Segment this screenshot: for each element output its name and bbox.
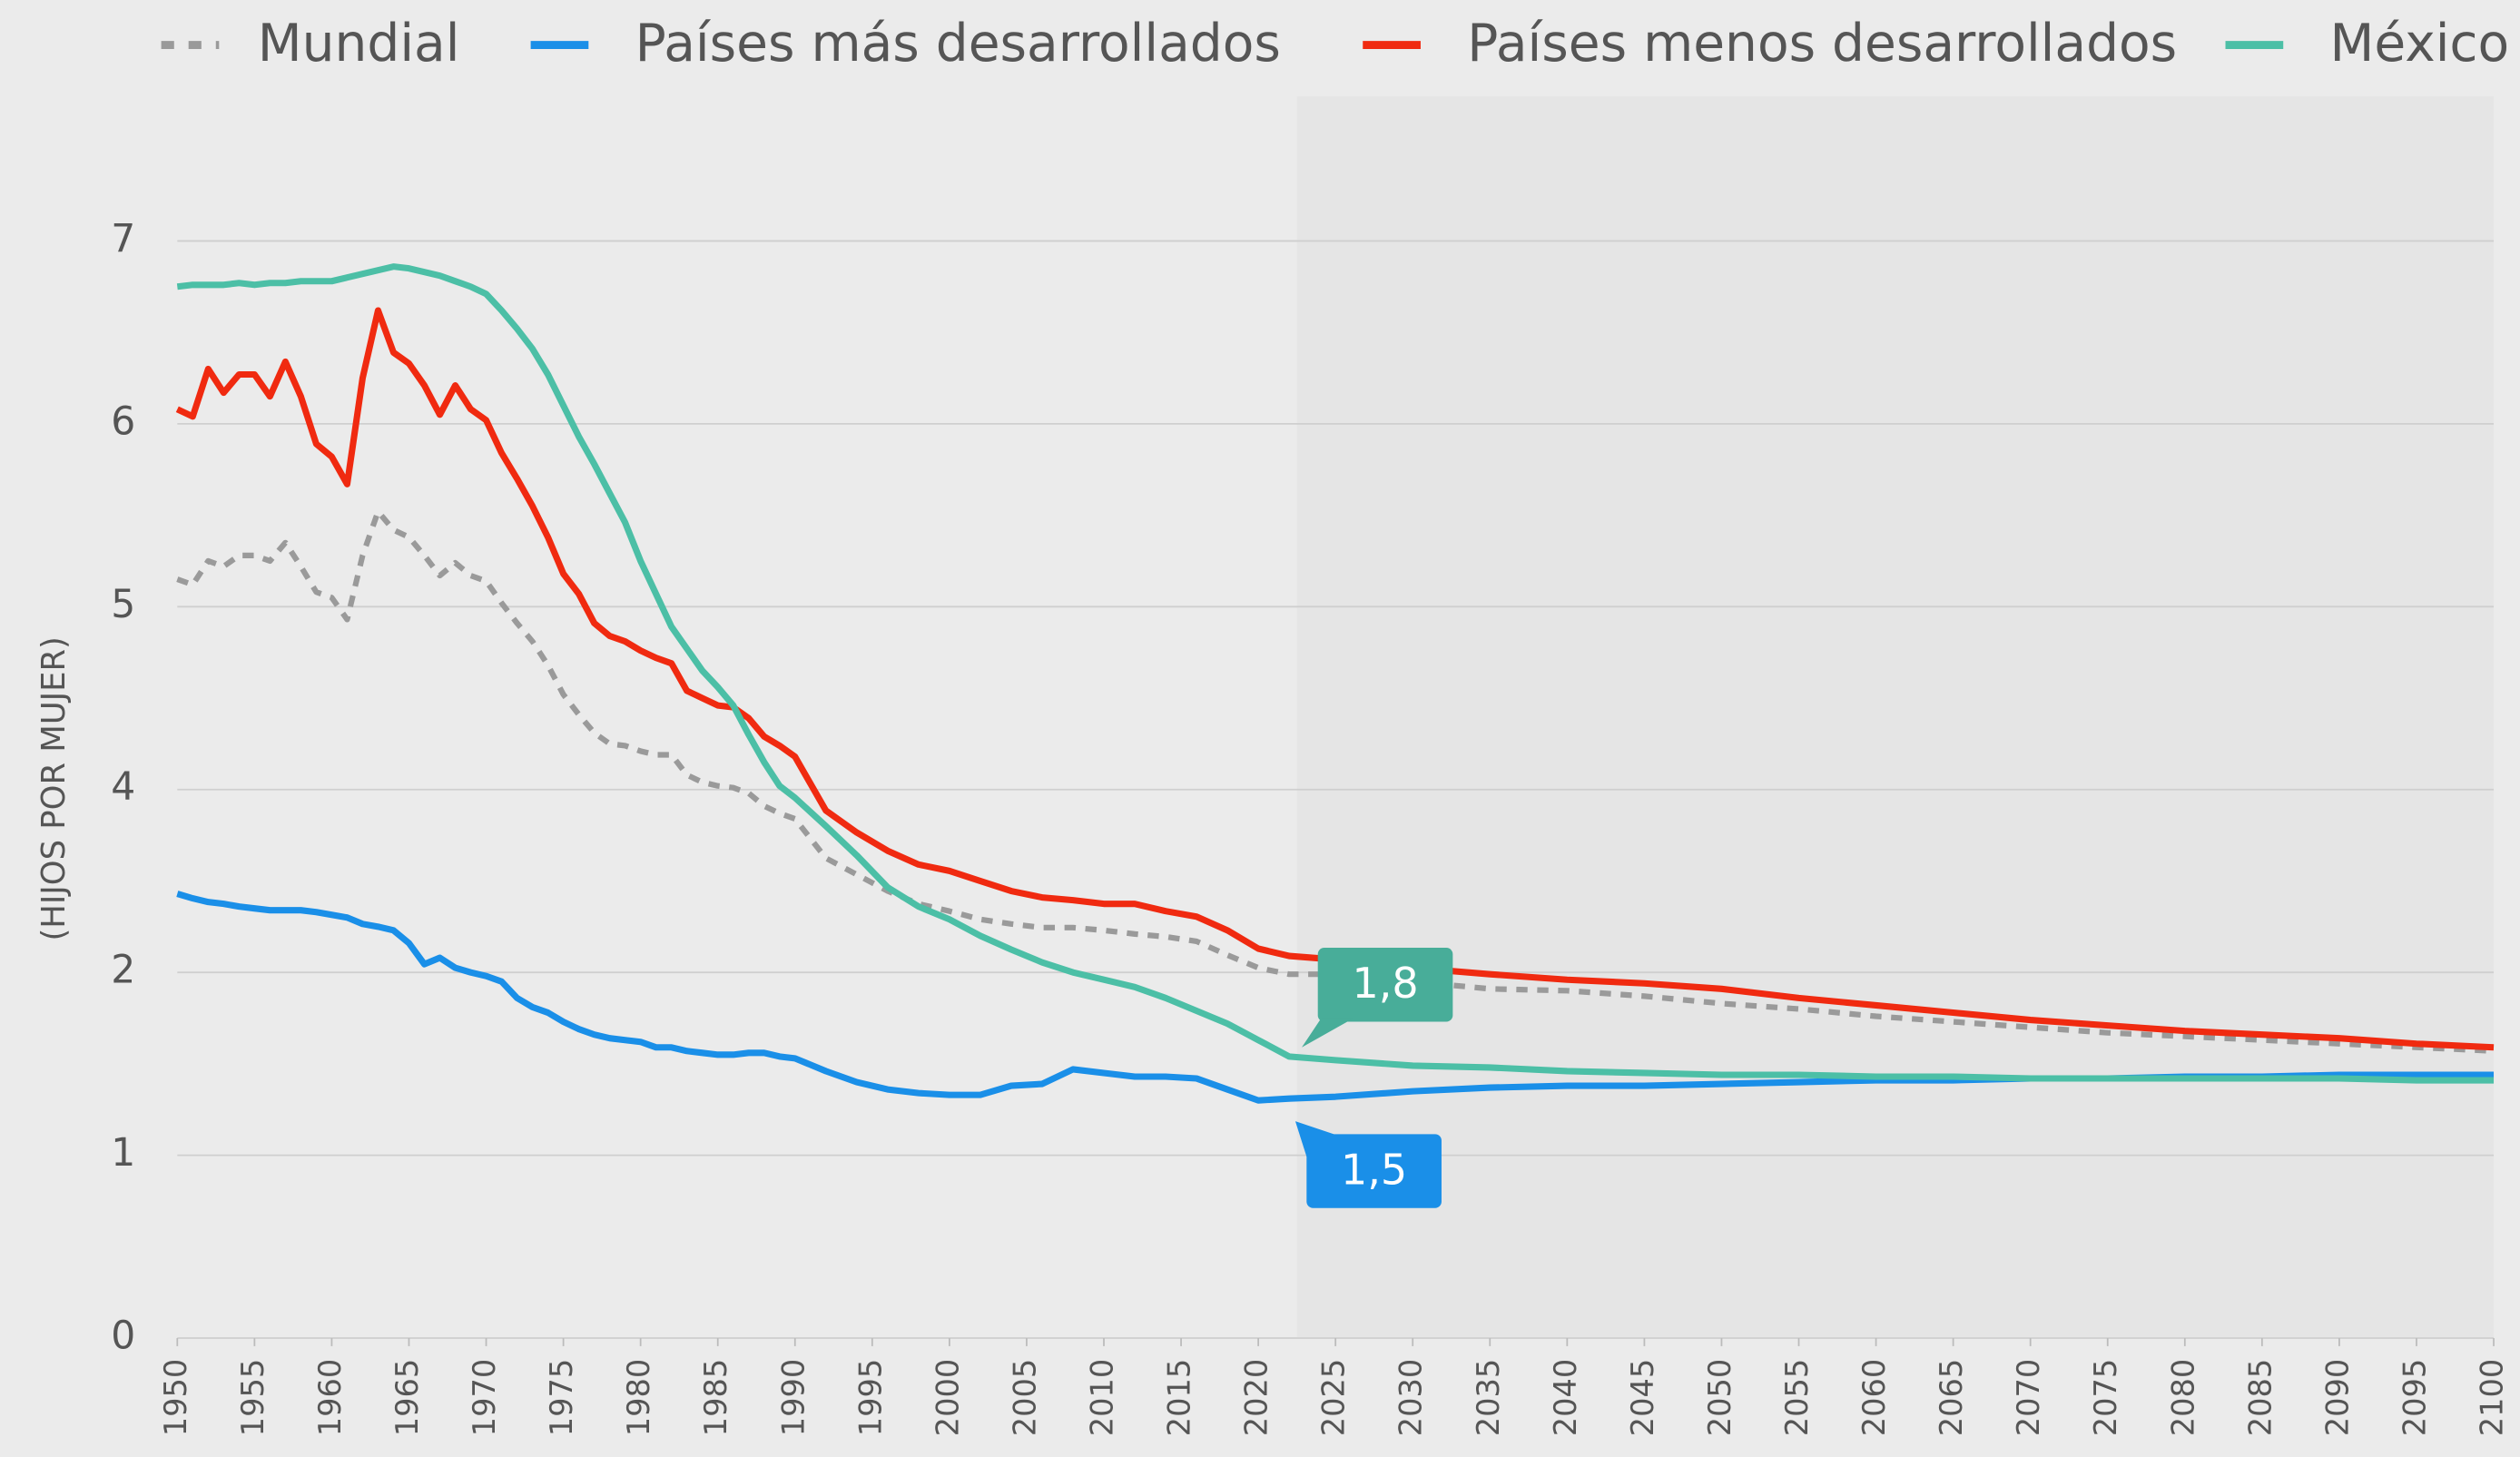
legend-label: Países menos desarrollados xyxy=(1467,14,2177,74)
annotation-text: 1,8 xyxy=(1352,959,1418,1008)
x-tick-label: 1990 xyxy=(775,1359,811,1437)
annotation-text: 1,5 xyxy=(1341,1145,1407,1194)
x-tick-label: 1980 xyxy=(621,1359,656,1437)
x-tick-label: 2000 xyxy=(930,1359,965,1437)
y-tick-label: 5 xyxy=(111,583,135,627)
x-tick-label: 2040 xyxy=(1548,1359,1583,1437)
x-tick-label: 2080 xyxy=(2165,1359,2200,1437)
series-line xyxy=(176,263,2495,1084)
x-tick-label: 1970 xyxy=(467,1359,502,1437)
y-tick-label: 4 xyxy=(111,765,135,810)
legend-label: Países más desarrollados xyxy=(635,14,1281,74)
x-tick-label: 1950 xyxy=(158,1359,193,1437)
x-tick-label: 2070 xyxy=(2011,1359,2046,1437)
x-tick-label: 2035 xyxy=(1471,1359,1506,1437)
y-tick-label: 7 xyxy=(111,217,135,261)
x-tick-label: 2010 xyxy=(1084,1359,1119,1437)
series-line xyxy=(176,891,2495,1104)
y-tick-label: 1 xyxy=(111,1131,135,1176)
x-tick-label: 1965 xyxy=(389,1359,425,1437)
x-tick-label: 2065 xyxy=(1934,1359,1969,1437)
x-tick-label: 1975 xyxy=(544,1359,579,1437)
series-line xyxy=(176,508,2495,1054)
x-tick-label: 2050 xyxy=(1702,1359,1737,1437)
projection-area xyxy=(1296,96,2495,1339)
legend-label: México xyxy=(2330,14,2510,74)
x-tick-label: 2005 xyxy=(1007,1359,1042,1437)
annotation-box xyxy=(1317,948,1453,1022)
x-tick-label: 2025 xyxy=(1316,1359,1352,1437)
x-tick-label: 1960 xyxy=(312,1359,348,1437)
x-tick-label: 2075 xyxy=(2088,1359,2123,1437)
x-tick-label: 2060 xyxy=(1856,1359,1892,1437)
y-tick-label: 0 xyxy=(111,1314,135,1359)
x-tick-label: 2015 xyxy=(1162,1359,1197,1437)
x-tick-label: 1955 xyxy=(235,1359,271,1437)
y-tick-label: 6 xyxy=(111,399,135,444)
legend-label: Mundial xyxy=(258,14,460,74)
y-axis-label: (HIJOS POR MUJER) xyxy=(35,636,73,940)
x-tick-label: 2020 xyxy=(1239,1359,1275,1437)
x-tick-label: 1985 xyxy=(698,1359,733,1437)
x-tick-label: 2100 xyxy=(2475,1359,2510,1437)
annotation-pointer xyxy=(1302,1018,1354,1048)
x-tick-label: 2085 xyxy=(2242,1359,2278,1437)
x-tick-label: 2055 xyxy=(1779,1359,1815,1437)
x-tick-label: 1995 xyxy=(852,1359,888,1437)
annotation-pointer xyxy=(1294,1121,1334,1157)
annotation-box xyxy=(1306,1134,1442,1208)
x-tick-label: 2030 xyxy=(1393,1359,1429,1437)
x-tick-label: 2095 xyxy=(2397,1359,2432,1437)
x-tick-label: 2045 xyxy=(1625,1359,1660,1437)
x-tick-label: 2090 xyxy=(2319,1359,2355,1437)
y-tick-label: 2 xyxy=(111,949,135,993)
